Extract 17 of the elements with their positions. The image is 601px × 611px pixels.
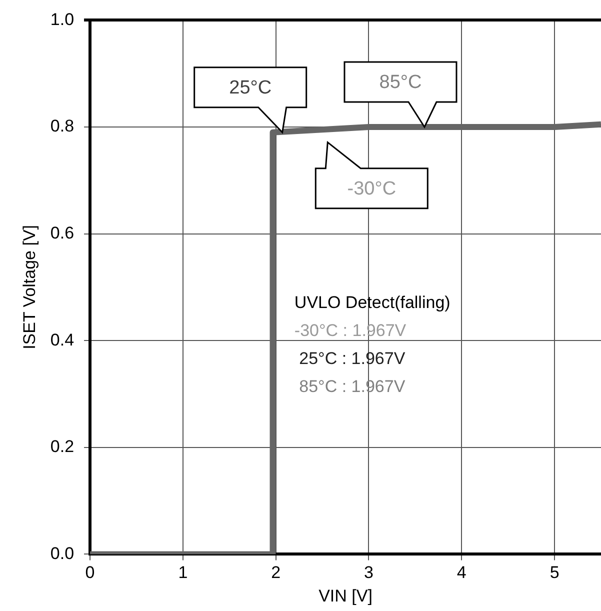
y-axis-title: ISET Voltage [V] bbox=[20, 224, 39, 350]
y-tick-label: 0.0 bbox=[50, 544, 74, 563]
x-tick-label: 5 bbox=[550, 563, 560, 582]
y-tick-label: 0.6 bbox=[50, 223, 74, 242]
x-tick-label: 4 bbox=[456, 563, 466, 582]
y-tick-label: 0.4 bbox=[50, 330, 74, 350]
annotation: -30°C bbox=[347, 178, 396, 200]
y-tick-label: 0.8 bbox=[50, 116, 74, 136]
annotation: 85°C bbox=[379, 72, 422, 94]
x-tick-label: 0 bbox=[85, 563, 95, 582]
x-tick-label: 1 bbox=[178, 563, 188, 582]
x-tick-label: 3 bbox=[364, 563, 374, 582]
y-tick-label: 1.0 bbox=[50, 10, 74, 29]
annotation: 25°C bbox=[229, 78, 272, 99]
y-tick-label: 0.2 bbox=[50, 437, 74, 456]
x-tick-label: 2 bbox=[271, 563, 281, 582]
x-axis-title: VIN [V] bbox=[318, 586, 372, 606]
